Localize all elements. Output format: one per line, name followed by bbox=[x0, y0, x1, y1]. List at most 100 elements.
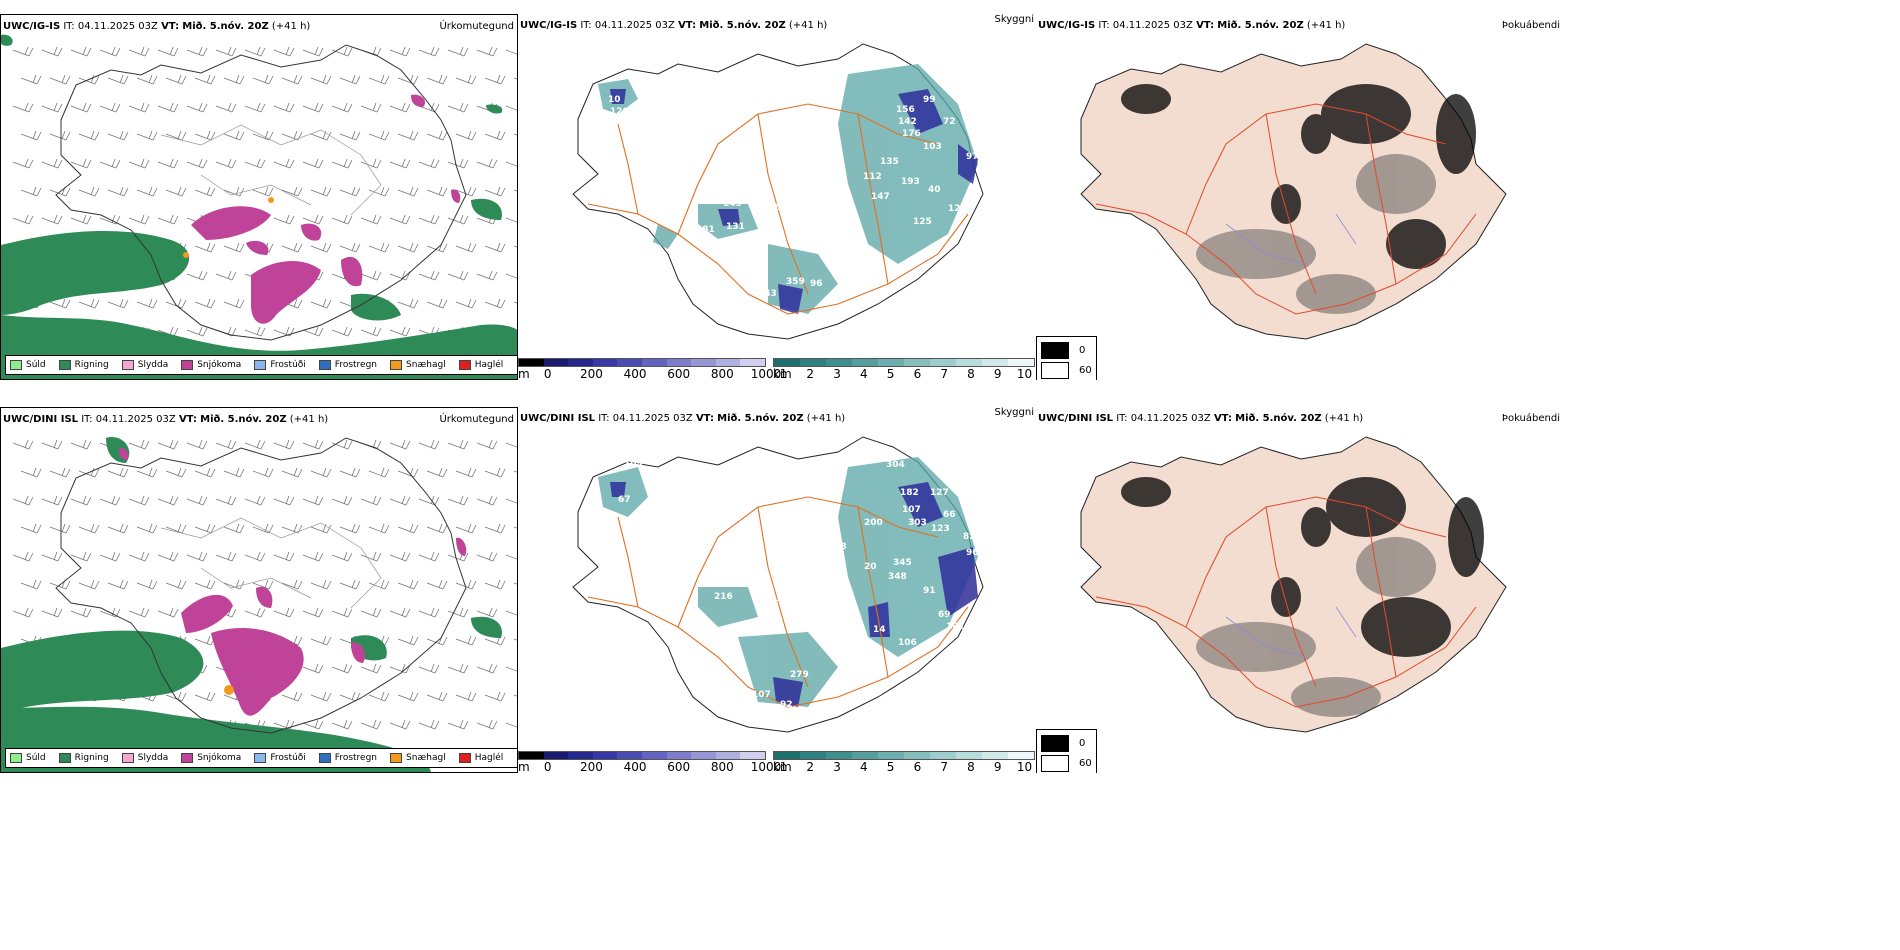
wind-barb-icon bbox=[157, 607, 179, 618]
colorbar-segment bbox=[740, 752, 765, 759]
colorbar-tick: 10 bbox=[1016, 760, 1033, 773]
rain-areas bbox=[1, 437, 502, 772]
wind-barb-icon bbox=[41, 607, 63, 618]
colorbar-segment bbox=[774, 359, 800, 366]
legend-item: Slydda bbox=[121, 360, 169, 370]
wind-barb-icon bbox=[12, 214, 34, 225]
wind-barb-icon bbox=[157, 495, 179, 506]
wind-barb-icon bbox=[302, 719, 324, 730]
wind-barb-icon bbox=[476, 439, 498, 450]
wind-barb-icon bbox=[389, 158, 411, 169]
wind-barb-icon bbox=[476, 551, 498, 562]
visibility-value-label: 91 bbox=[923, 586, 936, 596]
wind-barb-icon bbox=[41, 214, 63, 225]
wind-barb-icon bbox=[281, 579, 303, 590]
visibility-value-label: 348 bbox=[888, 572, 907, 582]
wind-barb-icon bbox=[12, 158, 34, 169]
wind-barb-icon bbox=[339, 467, 361, 478]
colorbar-tick: 6 bbox=[913, 367, 922, 380]
wind-barb-icon bbox=[273, 439, 295, 450]
wind-barb-icon bbox=[41, 46, 63, 57]
wind-barb-icon bbox=[397, 74, 419, 85]
visibility-value-label: 131 bbox=[726, 222, 745, 232]
wind-barb-icon bbox=[331, 214, 353, 225]
legend-item: Súld bbox=[10, 753, 46, 763]
wind-barb-icon bbox=[513, 638, 517, 641]
fog-map bbox=[1080, 436, 1507, 733]
panel-title: Úrkomutegund bbox=[439, 21, 514, 32]
colorbar-segment bbox=[666, 359, 692, 366]
visibility-value-label: 107 bbox=[902, 505, 921, 515]
colorbar-segment bbox=[852, 359, 878, 366]
colorbar-tick: 600 bbox=[667, 367, 691, 380]
wind-barb-icon bbox=[244, 326, 266, 337]
wind-barb-icon bbox=[12, 102, 34, 113]
legend-label: Haglél bbox=[474, 360, 504, 370]
wind-barb-icon bbox=[418, 270, 440, 281]
wind-barb-icon bbox=[244, 495, 266, 506]
colorbar-segment bbox=[956, 359, 982, 366]
visibility-value-label: 127 bbox=[930, 488, 949, 498]
wind-barb-icon bbox=[447, 102, 469, 113]
wind-barb-icon bbox=[128, 102, 150, 113]
legend-swatch bbox=[458, 360, 471, 370]
wind-barb-icon bbox=[360, 663, 382, 674]
road-network bbox=[587, 103, 969, 315]
visibility-value-label: 147 bbox=[871, 192, 890, 202]
colorbar-segment bbox=[774, 752, 800, 759]
legend-swatch bbox=[390, 753, 403, 763]
wind-barb-icon bbox=[215, 439, 237, 450]
wind-barb-icon bbox=[310, 74, 332, 85]
visibility-colorbar: 1 2 3 4 5 6 7 8 9 10 km bbox=[773, 751, 1035, 773]
colorbar-segment bbox=[641, 359, 667, 366]
wind-barb-icon bbox=[78, 579, 100, 590]
wind-barb-icon bbox=[389, 495, 411, 506]
wind-barb-icon bbox=[426, 130, 448, 141]
wind-barb-icon bbox=[484, 74, 506, 85]
wind-barb-icon bbox=[99, 551, 121, 562]
wind-barb-icon bbox=[368, 523, 390, 534]
visibility-value-label: 142 bbox=[898, 117, 917, 127]
legend-label: Slydda bbox=[137, 360, 169, 370]
wind-barb-icon bbox=[186, 326, 208, 337]
wind-barb-icon bbox=[78, 130, 100, 141]
fog-key-item: 60 bbox=[1041, 753, 1092, 773]
wind-barb-icon bbox=[194, 74, 216, 85]
wind-barb-icon bbox=[49, 74, 71, 85]
wind-barb-icon bbox=[165, 467, 187, 478]
wind-barb-icon bbox=[99, 158, 121, 169]
fog-key-label: 0 bbox=[1079, 737, 1086, 749]
wind-barb-icon bbox=[310, 130, 332, 141]
visibility-value-label: 109 bbox=[966, 518, 985, 528]
wind-barb-icon bbox=[223, 186, 245, 197]
visibility-value-label: 108 bbox=[668, 488, 687, 498]
wind-barb-icon bbox=[41, 102, 63, 113]
visibility-value-label: 157 bbox=[776, 594, 795, 604]
visibility-value-label: 106 bbox=[898, 638, 917, 648]
wind-barb-icon bbox=[339, 74, 361, 85]
wind-barb-icon bbox=[455, 467, 477, 478]
wind-barb-icon bbox=[281, 691, 303, 702]
wind-barb-icon bbox=[12, 607, 34, 618]
colorbar-segment bbox=[800, 752, 826, 759]
visibility-value-label: 69 bbox=[938, 610, 951, 620]
wind-barb-icon bbox=[165, 579, 187, 590]
wind-barb-icon bbox=[302, 551, 324, 562]
colorbar-tick: 3 bbox=[833, 367, 841, 380]
wind-barb-icon bbox=[12, 495, 34, 506]
fog-key-item: 0 bbox=[1041, 340, 1092, 360]
wind-barb-icon bbox=[281, 186, 303, 197]
wind-barb-icon bbox=[310, 523, 332, 534]
wind-barb-icon bbox=[20, 467, 42, 478]
wind-barb-icon bbox=[418, 495, 440, 506]
wind-barb-icon bbox=[339, 579, 361, 590]
wind-barb-icon bbox=[447, 158, 469, 169]
wind-barb-icon bbox=[331, 102, 353, 113]
wind-barb-icon bbox=[99, 495, 121, 506]
wind-barb-icon bbox=[99, 46, 121, 57]
wind-barb-icon bbox=[20, 186, 42, 197]
colorbar-segment bbox=[826, 359, 852, 366]
legend-label: Súld bbox=[26, 360, 46, 370]
visibility-value-label: 28 bbox=[834, 542, 847, 552]
wind-barb-icon bbox=[70, 495, 92, 506]
